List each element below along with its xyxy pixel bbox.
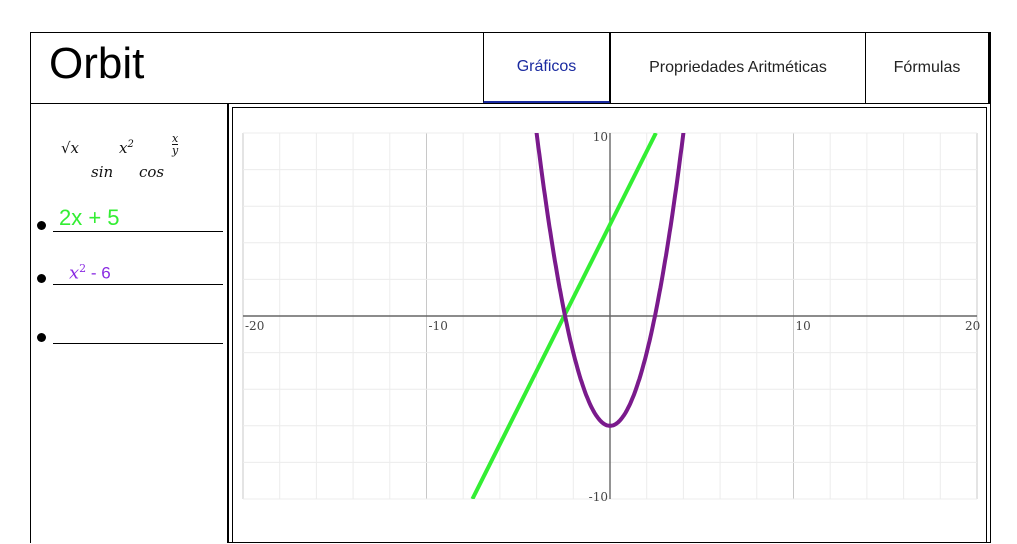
expression-underline	[53, 343, 223, 344]
expression-underline	[53, 231, 223, 232]
bullet-icon	[37, 221, 46, 230]
tab-formulas[interactable]: Fórmulas	[865, 33, 990, 103]
sqrt-symbol-button[interactable]: √x	[61, 139, 80, 157]
series-line-2	[534, 133, 686, 428]
power-symbol-button[interactable]: x2	[119, 139, 134, 157]
x-tick-label: -10	[429, 319, 448, 333]
expression-input-2[interactable]: x2 - 6	[69, 262, 111, 284]
function-plot[interactable]: -20 -10 10 20 10 -10	[229, 104, 992, 544]
fraction-symbol-button[interactable]: x y	[172, 132, 179, 157]
bullet-icon	[37, 274, 46, 283]
tab-graficos[interactable]: Gráficos	[483, 33, 610, 103]
expression-input-1[interactable]: 2x + 5	[59, 205, 120, 230]
x-tick-label: 10	[796, 319, 811, 333]
expression-row-2[interactable]: x2 - 6	[37, 258, 223, 290]
graph-panel: -20 -10 10 20 10 -10	[228, 103, 991, 543]
expression-sidebar: √x x2 x y sin cos 2x + 5 x2 - 6	[30, 103, 228, 543]
top-header: Orbit Gráficos Propriedades Aritméticas …	[30, 32, 991, 104]
y-tick-label: -10	[589, 490, 608, 504]
expression-underline	[53, 284, 223, 285]
x-tick-label: -20	[245, 319, 264, 333]
symbol-palette: √x x2 x y sin cos	[61, 133, 191, 181]
bullet-icon	[37, 333, 46, 342]
graph-frame	[232, 107, 987, 542]
plot-axes	[243, 133, 977, 499]
plot-curves	[470, 133, 686, 499]
plot-tick-labels: -20 -10 10 20 10 -10	[245, 130, 980, 504]
sin-symbol-button[interactable]: sin	[91, 163, 114, 181]
expression-row-3[interactable]	[37, 317, 223, 349]
y-tick-label: 10	[593, 130, 608, 144]
app-logo[interactable]: Orbit	[49, 39, 145, 88]
x-tick-label: 20	[965, 319, 980, 333]
expression-row-1[interactable]: 2x + 5	[37, 205, 223, 237]
cos-symbol-button[interactable]: cos	[139, 163, 165, 181]
tab-propriedades-aritmeticas[interactable]: Propriedades Aritméticas	[610, 33, 865, 103]
